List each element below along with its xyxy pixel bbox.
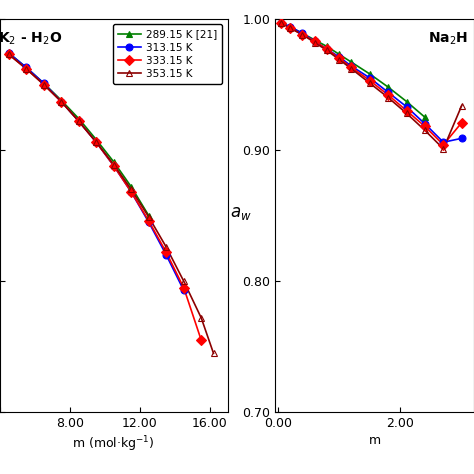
Text: K$_2$ - H$_2$O: K$_2$ - H$_2$O	[0, 31, 62, 47]
Text: Na$_2$H: Na$_2$H	[428, 31, 468, 47]
Text: $a_w$: $a_w$	[230, 204, 252, 222]
Legend: 289.15 K [21], 313.15 K, 333.15 K, 353.15 K: 289.15 K [21], 313.15 K, 333.15 K, 353.1…	[112, 24, 222, 84]
X-axis label: m (mol·kg$^{-1}$): m (mol·kg$^{-1}$)	[73, 434, 155, 454]
X-axis label: m: m	[368, 434, 381, 447]
